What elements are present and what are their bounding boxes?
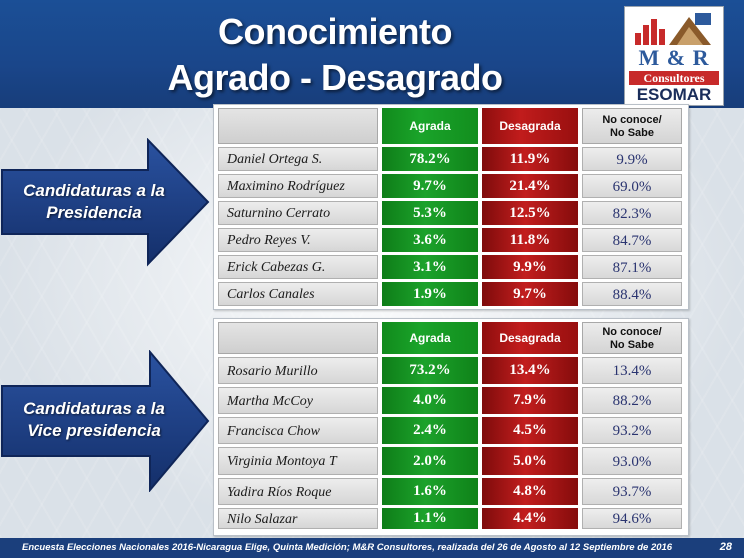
- vice-row-desagrada: 4.8%: [482, 478, 578, 505]
- pres-row-agrada: 1.9%: [382, 282, 478, 306]
- pres-row-desagrada: 9.9%: [482, 255, 578, 279]
- vice-header-no-conoce-line1: No conoce/: [602, 326, 662, 338]
- vice-row-desagrada: 5.0%: [482, 447, 578, 475]
- vice-row-name: Nilo Salazar: [218, 508, 378, 529]
- pres-header-blank: [218, 108, 378, 144]
- vice-header-blank: [218, 322, 378, 354]
- pres-row-name: Carlos Canales: [218, 282, 378, 306]
- pres-header-agrada: Agrada: [382, 108, 478, 144]
- vice-row-no-conoce: 94.6%: [582, 508, 682, 529]
- vice-row-name: Rosario Murillo: [218, 357, 378, 384]
- vicepresidencia-label-line1: Candidaturas a la: [23, 399, 165, 418]
- pres-row-desagrada: 9.7%: [482, 282, 578, 306]
- pres-row-desagrada: 12.5%: [482, 201, 578, 225]
- vice-row-agrada: 73.2%: [382, 357, 478, 384]
- pres-row-desagrada: 11.8%: [482, 228, 578, 252]
- pres-row-agrada: 3.6%: [382, 228, 478, 252]
- pres-row-agrada: 5.3%: [382, 201, 478, 225]
- pres-row-no-conoce: 88.4%: [582, 282, 682, 306]
- vice-row-no-conoce: 88.2%: [582, 387, 682, 414]
- logo-chart-icon: [635, 13, 711, 45]
- pres-row-agrada: 78.2%: [382, 147, 478, 171]
- mr-consultores-logo: M & R Consultores ESOMAR: [624, 6, 724, 106]
- vice-row-agrada: 4.0%: [382, 387, 478, 414]
- pres-row-name: Pedro Reyes V.: [218, 228, 378, 252]
- logo-brand: M & R: [638, 45, 710, 70]
- vice-header-no-conoce: No conoce/No Sabe: [582, 322, 682, 354]
- pres-row-name: Saturnino Cerrato: [218, 201, 378, 225]
- vice-header-no-conoce-line2: No Sabe: [609, 339, 654, 351]
- slide-footer: Encuesta Elecciones Nacionales 2016-Nica…: [0, 538, 744, 558]
- pres-row-no-conoce: 87.1%: [582, 255, 682, 279]
- vice-row-no-conoce: 13.4%: [582, 357, 682, 384]
- pres-row-agrada: 3.1%: [382, 255, 478, 279]
- logo-association: ESOMAR: [636, 85, 712, 104]
- pres-row-name: Erick Cabezas G.: [218, 255, 378, 279]
- vicepresidencia-arrow: [1, 350, 210, 492]
- slide-header: Conocimiento Agrado - Desagrado: [0, 0, 744, 108]
- vicepresidencia-label: Candidaturas a la Vice presidencia: [4, 398, 184, 442]
- page-number: 28: [719, 541, 732, 553]
- vice-row-name: Martha McCoy: [218, 387, 378, 414]
- vice-row-name: Yadira Ríos Roque: [218, 478, 378, 505]
- pres-row-name: Maximino Rodríguez: [218, 174, 378, 198]
- pres-row-name: Daniel Ortega S.: [218, 147, 378, 171]
- vice-row-desagrada: 4.4%: [482, 508, 578, 529]
- pres-row-desagrada: 21.4%: [482, 174, 578, 198]
- presidencia-table: Agrada Desagrada No conoce/No Sabe Daniel O…: [213, 104, 689, 310]
- slide-title-line1: Conocimiento: [218, 11, 453, 52]
- presidencia-arrow: [1, 138, 210, 267]
- vice-row-no-conoce: 93.2%: [582, 417, 682, 444]
- slide-title-line2: Agrado - Desagrado: [167, 57, 503, 98]
- vice-row-agrada: 2.4%: [382, 417, 478, 444]
- vice-row-no-conoce: 93.0%: [582, 447, 682, 475]
- vice-header-desagrada: Desagrada: [482, 322, 578, 354]
- vice-row-agrada: 2.0%: [382, 447, 478, 475]
- pres-row-no-conoce: 69.0%: [582, 174, 682, 198]
- pres-row-no-conoce: 82.3%: [582, 201, 682, 225]
- logo-subtitle: Consultores: [629, 71, 719, 85]
- vice-row-no-conoce: 93.7%: [582, 478, 682, 505]
- pres-row-no-conoce: 9.9%: [582, 147, 682, 171]
- vice-row-name: Virginia Montoya T: [218, 447, 378, 475]
- vicepresidencia-label-line2: Vice presidencia: [27, 421, 161, 440]
- pres-header-no-conoce-line1: No conoce/: [602, 114, 662, 126]
- vice-row-agrada: 1.1%: [382, 508, 478, 529]
- presidencia-label-line1: Candidaturas a la: [23, 181, 165, 200]
- vice-row-desagrada: 7.9%: [482, 387, 578, 414]
- vice-row-desagrada: 4.5%: [482, 417, 578, 444]
- vicepresidencia-table: Agrada Desagrada No conoce/No Sabe Rosario …: [213, 318, 689, 536]
- vice-row-desagrada: 13.4%: [482, 357, 578, 384]
- pres-row-desagrada: 11.9%: [482, 147, 578, 171]
- vice-row-name: Francisca Chow: [218, 417, 378, 444]
- pres-header-no-conoce: No conoce/No Sabe: [582, 108, 682, 144]
- pres-header-desagrada: Desagrada: [482, 108, 578, 144]
- vice-row-agrada: 1.6%: [382, 478, 478, 505]
- footer-source: Encuesta Elecciones Nacionales 2016-Nica…: [22, 542, 673, 553]
- vice-header-agrada: Agrada: [382, 322, 478, 354]
- presidencia-label: Candidaturas a la Presidencia: [4, 180, 184, 224]
- pres-header-no-conoce-line2: No Sabe: [609, 127, 654, 139]
- presidencia-label-line2: Presidencia: [46, 203, 142, 222]
- pres-row-agrada: 9.7%: [382, 174, 478, 198]
- pres-row-no-conoce: 84.7%: [582, 228, 682, 252]
